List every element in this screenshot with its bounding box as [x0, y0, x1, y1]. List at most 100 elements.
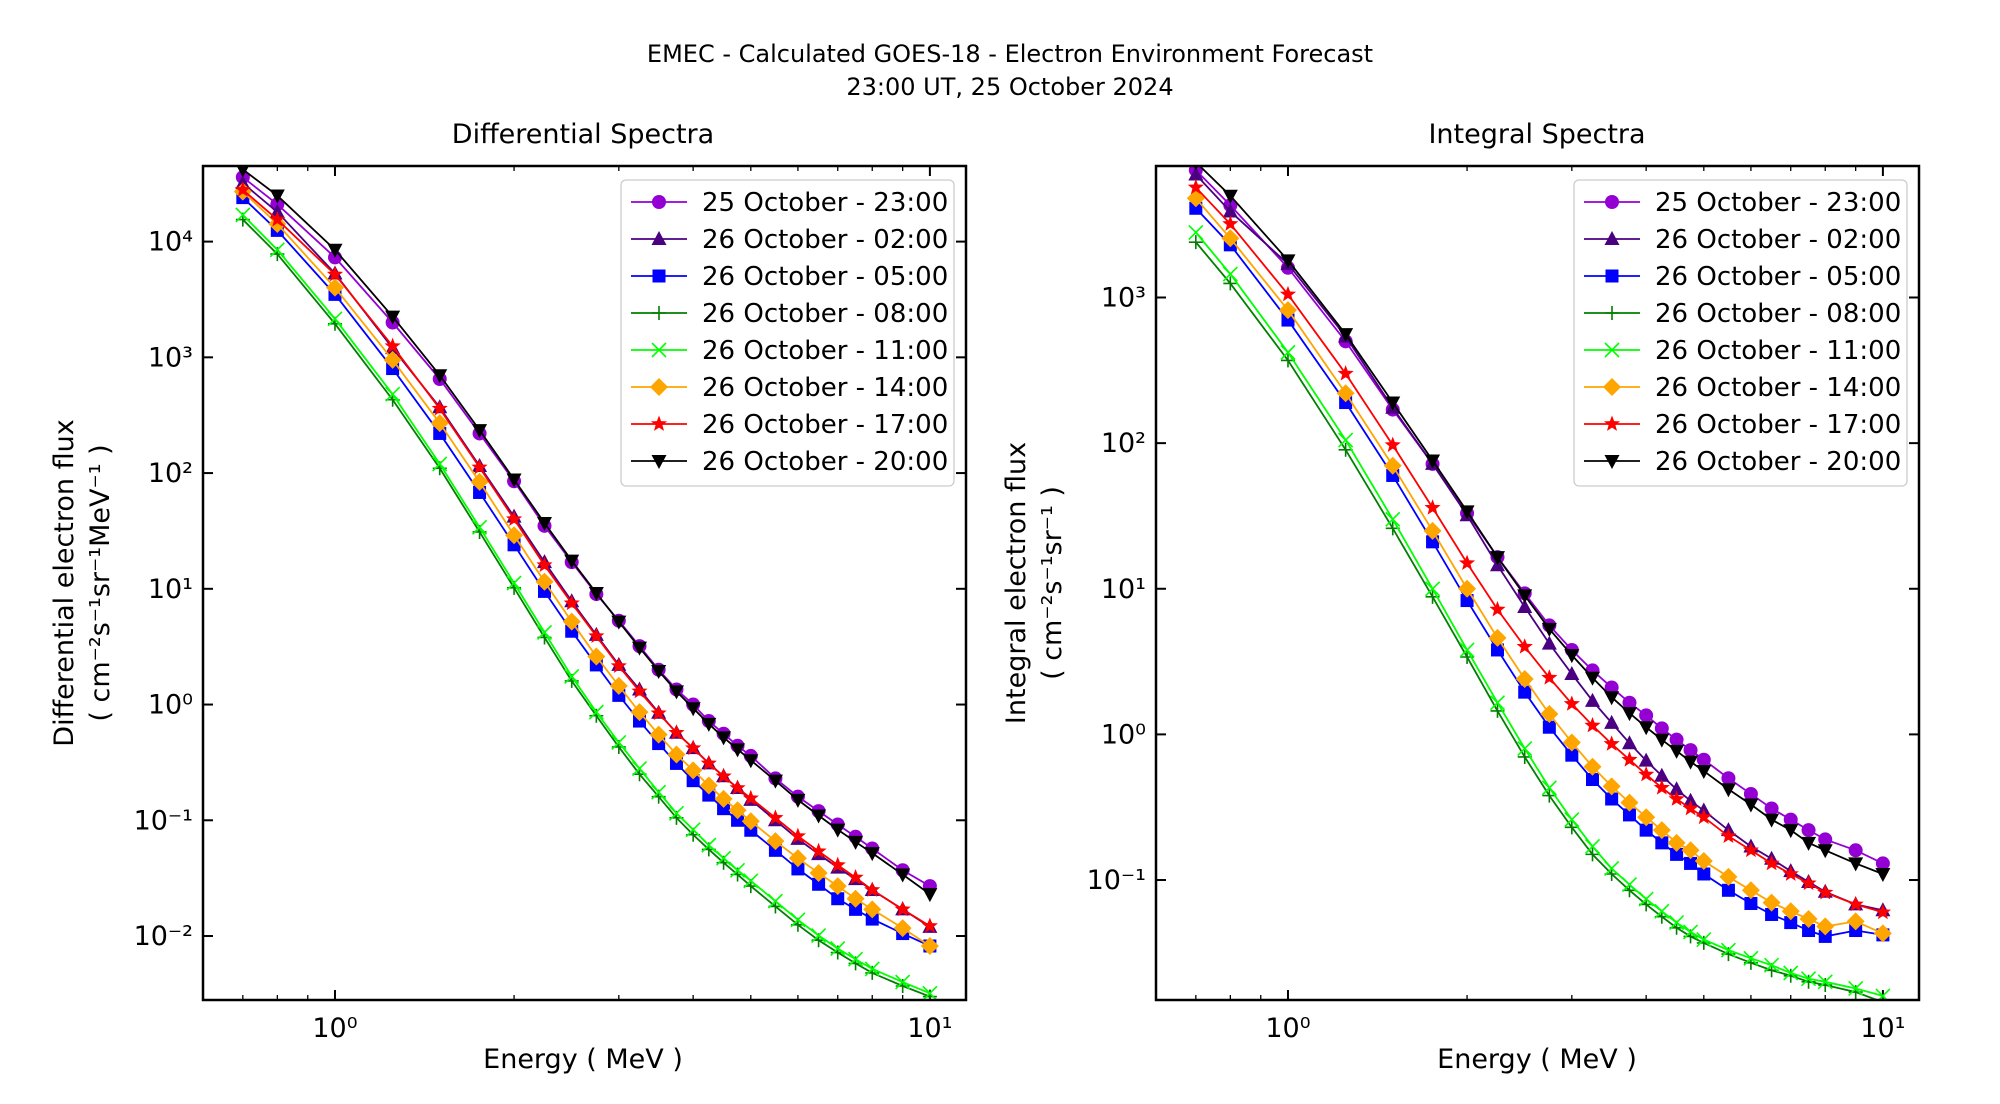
legend-item: 26 October - 17:00	[1584, 410, 1901, 440]
data-point	[701, 837, 717, 853]
data-point	[1683, 792, 1699, 807]
data-point	[743, 873, 759, 889]
data-point	[789, 827, 806, 843]
data-point	[1696, 932, 1712, 948]
data-point	[864, 847, 880, 862]
data-point	[1684, 856, 1698, 870]
data-point	[1337, 365, 1354, 381]
differential-y-axis-label-line1: Differential electron flux	[49, 419, 80, 746]
data-point	[1638, 721, 1654, 736]
data-point	[1603, 735, 1620, 751]
legend-marker	[651, 342, 667, 358]
legend-label: 25 October - 23:00	[1655, 188, 1901, 218]
data-point	[767, 774, 783, 789]
data-point	[1720, 783, 1736, 798]
data-point	[1669, 781, 1685, 796]
data-point	[894, 900, 911, 917]
data-point	[810, 842, 827, 859]
data-point	[1602, 777, 1621, 796]
data-point	[1280, 254, 1296, 269]
legend-item: 25 October - 23:00	[631, 188, 948, 218]
data-point	[1280, 344, 1296, 360]
data-point	[1764, 801, 1779, 816]
data-point	[686, 774, 700, 788]
data-point	[1818, 832, 1833, 847]
legend-item: 26 October - 11:00	[1584, 336, 1901, 366]
data-point	[1541, 669, 1558, 685]
data-point	[537, 584, 551, 598]
data-point	[864, 881, 881, 897]
data-point	[685, 822, 701, 838]
data-point	[1875, 988, 1891, 1000]
data-point	[699, 776, 718, 795]
legend-item: 26 October - 20:00	[631, 447, 948, 477]
data-point	[1743, 950, 1759, 966]
data-point	[685, 702, 701, 717]
data-point	[1682, 799, 1699, 816]
legend-label: 26 October - 02:00	[1655, 225, 1901, 255]
data-point	[1720, 942, 1736, 958]
series-8	[236, 166, 938, 903]
data-point	[1696, 935, 1711, 950]
data-point	[1763, 854, 1780, 871]
data-point	[1459, 642, 1475, 658]
y-tick-label: 10⁰	[1101, 719, 1146, 750]
legend-marker	[1604, 231, 1620, 245]
data-point	[790, 793, 806, 808]
data-point	[1383, 456, 1402, 475]
legend-item: 26 October - 02:00	[631, 225, 948, 255]
data-point	[767, 809, 784, 825]
data-point	[730, 743, 746, 758]
data-point	[1385, 511, 1401, 527]
data-point	[1604, 714, 1620, 729]
data-point	[1621, 877, 1638, 893]
data-point	[1744, 896, 1758, 910]
data-point	[1873, 924, 1892, 943]
data-point	[269, 211, 286, 227]
data-point	[1222, 215, 1239, 231]
data-point	[1741, 881, 1760, 900]
data-point	[895, 868, 911, 883]
data-point	[1818, 929, 1832, 943]
data-point	[385, 386, 401, 402]
data-point	[1654, 721, 1669, 736]
data-point	[472, 519, 488, 535]
series-2	[1188, 166, 1891, 917]
data-point	[1336, 384, 1355, 403]
data-point	[829, 856, 846, 872]
legend-marker	[1605, 195, 1619, 209]
data-point	[1762, 893, 1781, 912]
data-point	[505, 526, 524, 545]
data-point	[831, 892, 845, 906]
data-point	[1621, 751, 1638, 767]
data-point	[1721, 883, 1735, 897]
data-point	[1281, 313, 1295, 327]
data-point	[1669, 732, 1684, 747]
data-point	[1565, 748, 1579, 762]
data-point	[1669, 915, 1685, 931]
data-point	[269, 242, 285, 258]
data-point	[864, 961, 880, 977]
legend-marker	[650, 378, 668, 396]
data-point	[1223, 276, 1238, 291]
data-point	[1604, 691, 1620, 706]
legend-label: 26 October - 17:00	[702, 410, 948, 440]
legend-label: 26 October - 05:00	[702, 262, 948, 292]
data-point	[631, 760, 648, 777]
legend-item: 25 October - 23:00	[1584, 188, 1901, 218]
data-point	[920, 936, 939, 955]
legend-item: 26 October - 05:00	[631, 262, 948, 292]
data-point	[1743, 786, 1758, 801]
legend: 25 October - 23:00 26 October - 02:00 26 O…	[620, 179, 955, 487]
data-point	[1604, 680, 1619, 695]
data-point	[1542, 720, 1556, 734]
legend-item: 26 October - 14:00	[1584, 373, 1901, 403]
data-point	[768, 843, 782, 857]
x-tick-label: 10⁰	[312, 1013, 357, 1044]
data-point	[1782, 865, 1799, 881]
data-point	[506, 473, 522, 488]
data-point	[471, 458, 488, 475]
figure-title-line2: 23:00 UT, 25 October 2024	[846, 73, 1173, 101]
data-point	[790, 912, 806, 928]
data-point	[1564, 649, 1580, 664]
